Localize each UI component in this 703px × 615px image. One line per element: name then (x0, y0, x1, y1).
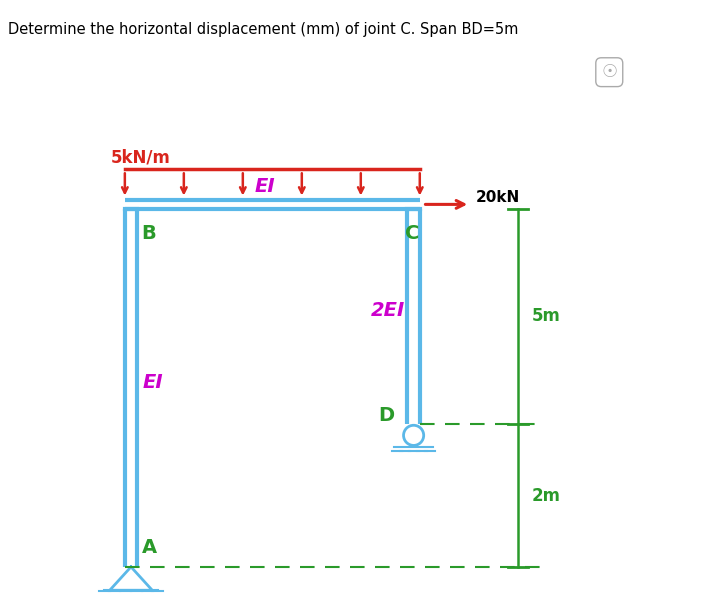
Text: A: A (141, 538, 157, 557)
Text: 5m: 5m (531, 308, 560, 325)
Text: Determine the horizontal displacement (mm) of joint C. Span BD=5m: Determine the horizontal displacement (m… (8, 22, 519, 36)
Text: EI: EI (255, 177, 276, 196)
Text: B: B (141, 224, 156, 244)
Text: D: D (378, 407, 394, 426)
Text: 20kN: 20kN (476, 189, 520, 205)
Text: 2m: 2m (531, 486, 561, 504)
Text: 5kN/m: 5kN/m (111, 149, 171, 167)
Text: C: C (405, 224, 419, 244)
Text: 2EI: 2EI (371, 301, 406, 320)
Text: EI: EI (143, 373, 163, 392)
Text: ☉: ☉ (601, 63, 617, 81)
